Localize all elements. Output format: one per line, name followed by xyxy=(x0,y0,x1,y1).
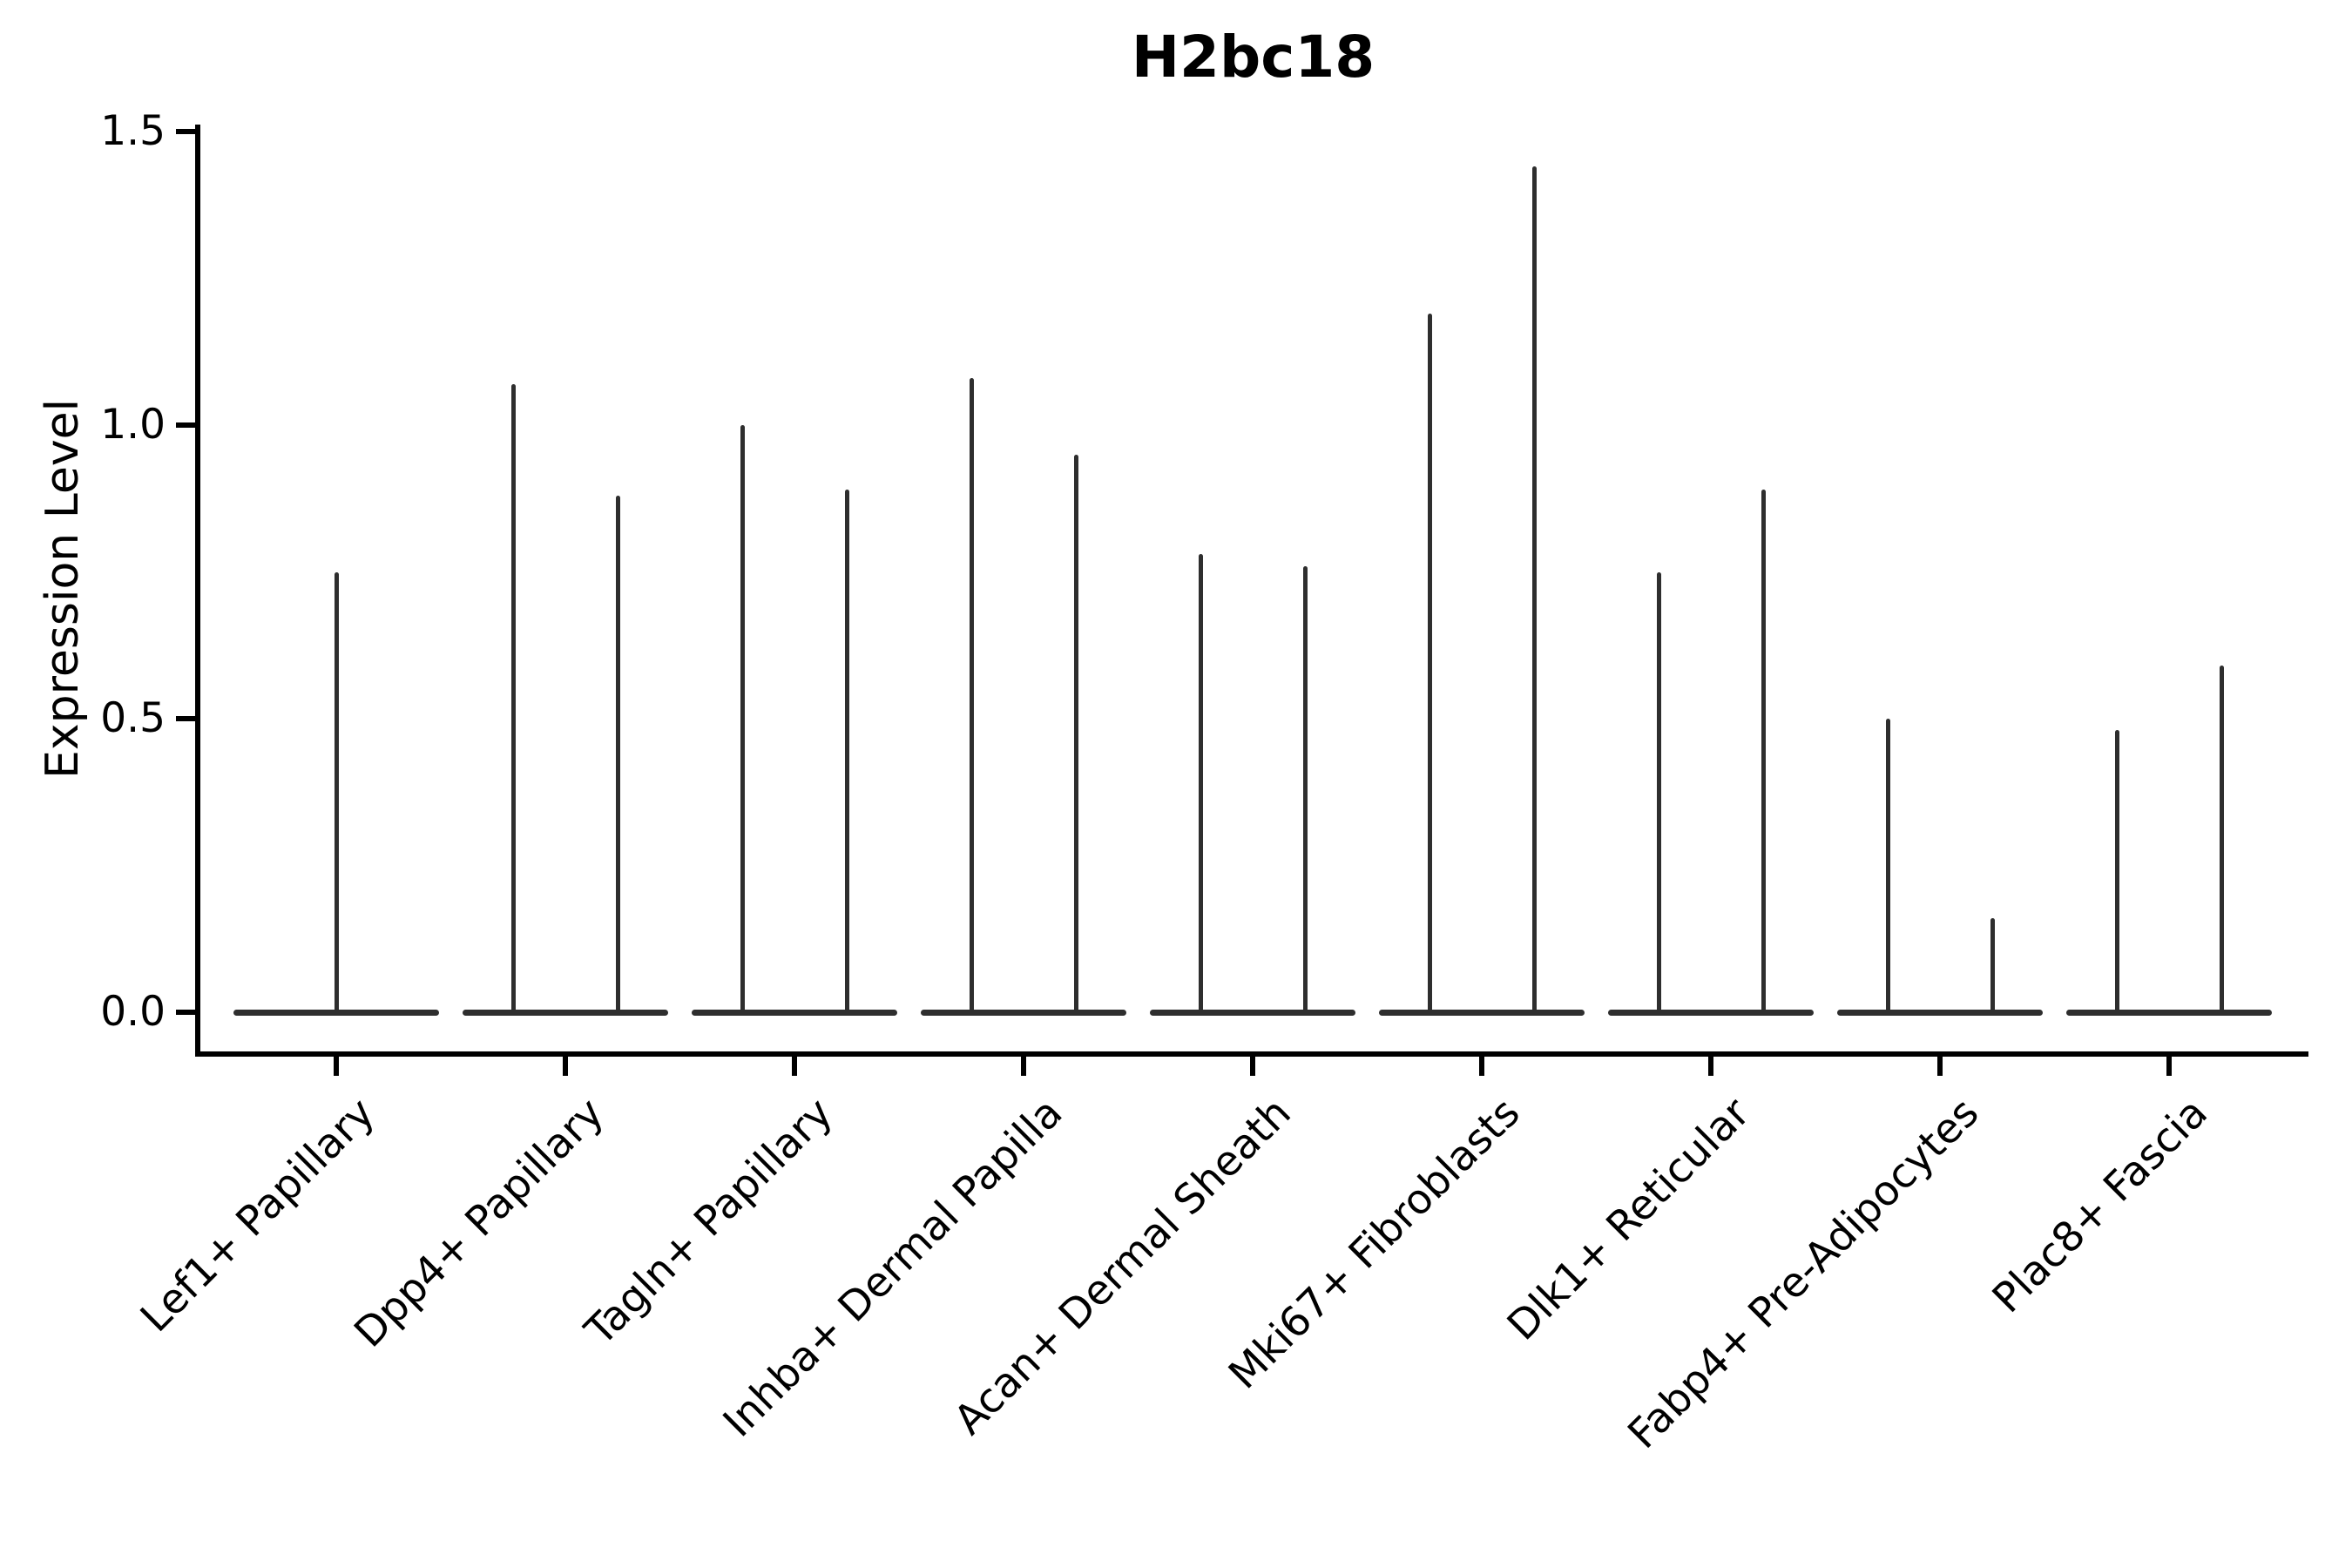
x-tick-label: Plac8+ Fascia xyxy=(1983,1089,2217,1322)
x-tick xyxy=(1021,1054,1026,1076)
violin-spike xyxy=(2219,666,2224,1015)
x-tick xyxy=(1708,1054,1713,1076)
violin-base xyxy=(1608,1009,1814,1016)
chart-title: H2bc18 xyxy=(1131,24,1375,91)
violin-base xyxy=(1379,1009,1585,1016)
violin-spike xyxy=(1885,719,1890,1015)
x-tick-label: Dlk1+ Reticular xyxy=(1497,1089,1759,1350)
violin-base xyxy=(1837,1009,2043,1016)
violin-spike xyxy=(1073,454,1078,1015)
y-tick-label: 0.5 xyxy=(100,694,166,742)
violin-base xyxy=(1150,1009,1355,1016)
x-tick xyxy=(1937,1054,1943,1076)
violin-spike xyxy=(1761,490,1766,1015)
violin-spike xyxy=(1531,166,1537,1015)
x-tick xyxy=(1479,1054,1484,1076)
x-tick-label: Tagln+ Papillary xyxy=(576,1089,842,1355)
x-tick xyxy=(2166,1054,2172,1076)
x-tick xyxy=(334,1054,339,1076)
y-axis-label: Expression Level xyxy=(37,398,89,780)
violin-spike xyxy=(615,495,620,1015)
y-tick-label: 1.0 xyxy=(100,401,166,449)
y-tick xyxy=(176,129,195,134)
y-tick xyxy=(176,422,195,428)
violin-base xyxy=(2066,1009,2272,1016)
y-tick-label: 0.0 xyxy=(100,988,166,1036)
violin-spike xyxy=(510,383,516,1015)
x-tick-label: Dpp4+ Papillary xyxy=(345,1089,613,1357)
violin-spike xyxy=(969,378,974,1015)
violin-spike xyxy=(1302,565,1308,1015)
violin-spike xyxy=(334,571,339,1015)
violin-spike xyxy=(1990,918,1995,1015)
violin-spike xyxy=(740,425,745,1015)
y-axis-spine xyxy=(195,125,200,1057)
violin-base xyxy=(921,1009,1126,1016)
x-tick xyxy=(792,1054,797,1076)
violin-spike xyxy=(1656,571,1661,1015)
y-tick xyxy=(176,716,195,721)
violin-base xyxy=(463,1009,668,1016)
x-tick xyxy=(1250,1054,1255,1076)
y-tick xyxy=(176,1010,195,1015)
violin-spike xyxy=(2114,730,2119,1015)
violin-spike xyxy=(1198,554,1203,1015)
x-tick-label: Lef1+ Papillary xyxy=(131,1089,384,1342)
y-tick-label: 1.5 xyxy=(100,107,166,155)
x-tick xyxy=(563,1054,568,1076)
violin-base xyxy=(692,1009,897,1016)
violin-spike xyxy=(1427,313,1432,1015)
violin-spike xyxy=(844,490,849,1015)
